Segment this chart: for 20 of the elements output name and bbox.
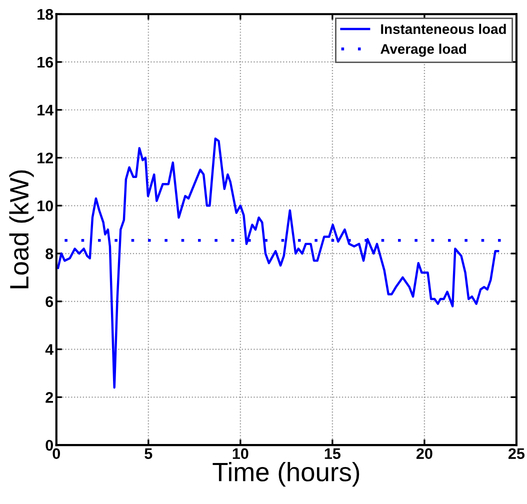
y-tick-label: 16: [38, 56, 54, 68]
y-axis-title: Load (kW): [9, 170, 34, 288]
y-tick-label: 4: [45, 344, 54, 355]
line-series: [56, 137, 500, 389]
x-axis-title: Time (hours): [212, 462, 360, 487]
y-tick-label: 18: [38, 8, 54, 20]
y-tick-label: 10: [38, 200, 53, 212]
y-tick-label: 8: [46, 248, 54, 260]
y-tick-label: 2: [46, 392, 53, 403]
y-tick-label: 12: [38, 152, 53, 164]
legend-label: Average load: [380, 44, 466, 57]
x-tick-label: 5: [144, 448, 152, 460]
x-tick-label: 25: [508, 448, 525, 460]
x-tick-label: 15: [324, 448, 341, 460]
y-tick-label: 14: [38, 104, 54, 116]
y-tick-label: 0: [46, 440, 53, 451]
x-tick-label: 20: [416, 448, 432, 460]
legend-label: Instanteneous load: [381, 24, 506, 34]
x-tick-label: 10: [232, 448, 248, 460]
y-tick-label: 6: [46, 296, 54, 308]
